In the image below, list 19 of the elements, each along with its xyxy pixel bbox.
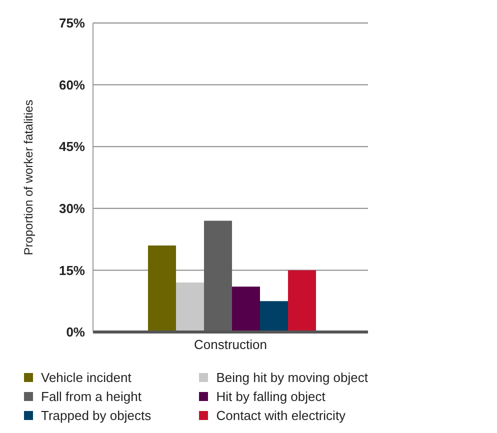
legend-label: Trapped by objects xyxy=(41,408,152,423)
legend-label: Being hit by moving object xyxy=(216,370,368,385)
y-tick-label: 75% xyxy=(58,16,86,31)
legend-label: Contact with electricity xyxy=(216,408,346,423)
bar xyxy=(288,270,316,332)
bar xyxy=(176,282,204,332)
y-tick-label: 0% xyxy=(66,324,86,340)
bar xyxy=(232,286,260,332)
bar xyxy=(148,245,176,332)
x-tick-label: Construction xyxy=(194,337,267,352)
y-tick-label: 30% xyxy=(58,201,86,216)
y-axis-title: Proportion of worker fatalities xyxy=(21,100,36,256)
y-tick-label: 60% xyxy=(58,77,86,92)
legend-label: Hit by falling object xyxy=(216,389,326,404)
legend-label: Vehicle incident xyxy=(41,370,132,385)
bar xyxy=(260,301,288,332)
legend-label: Fall from a height xyxy=(41,389,142,404)
y-tick-label: 45% xyxy=(58,139,86,154)
y-tick-label: 15% xyxy=(58,262,86,278)
